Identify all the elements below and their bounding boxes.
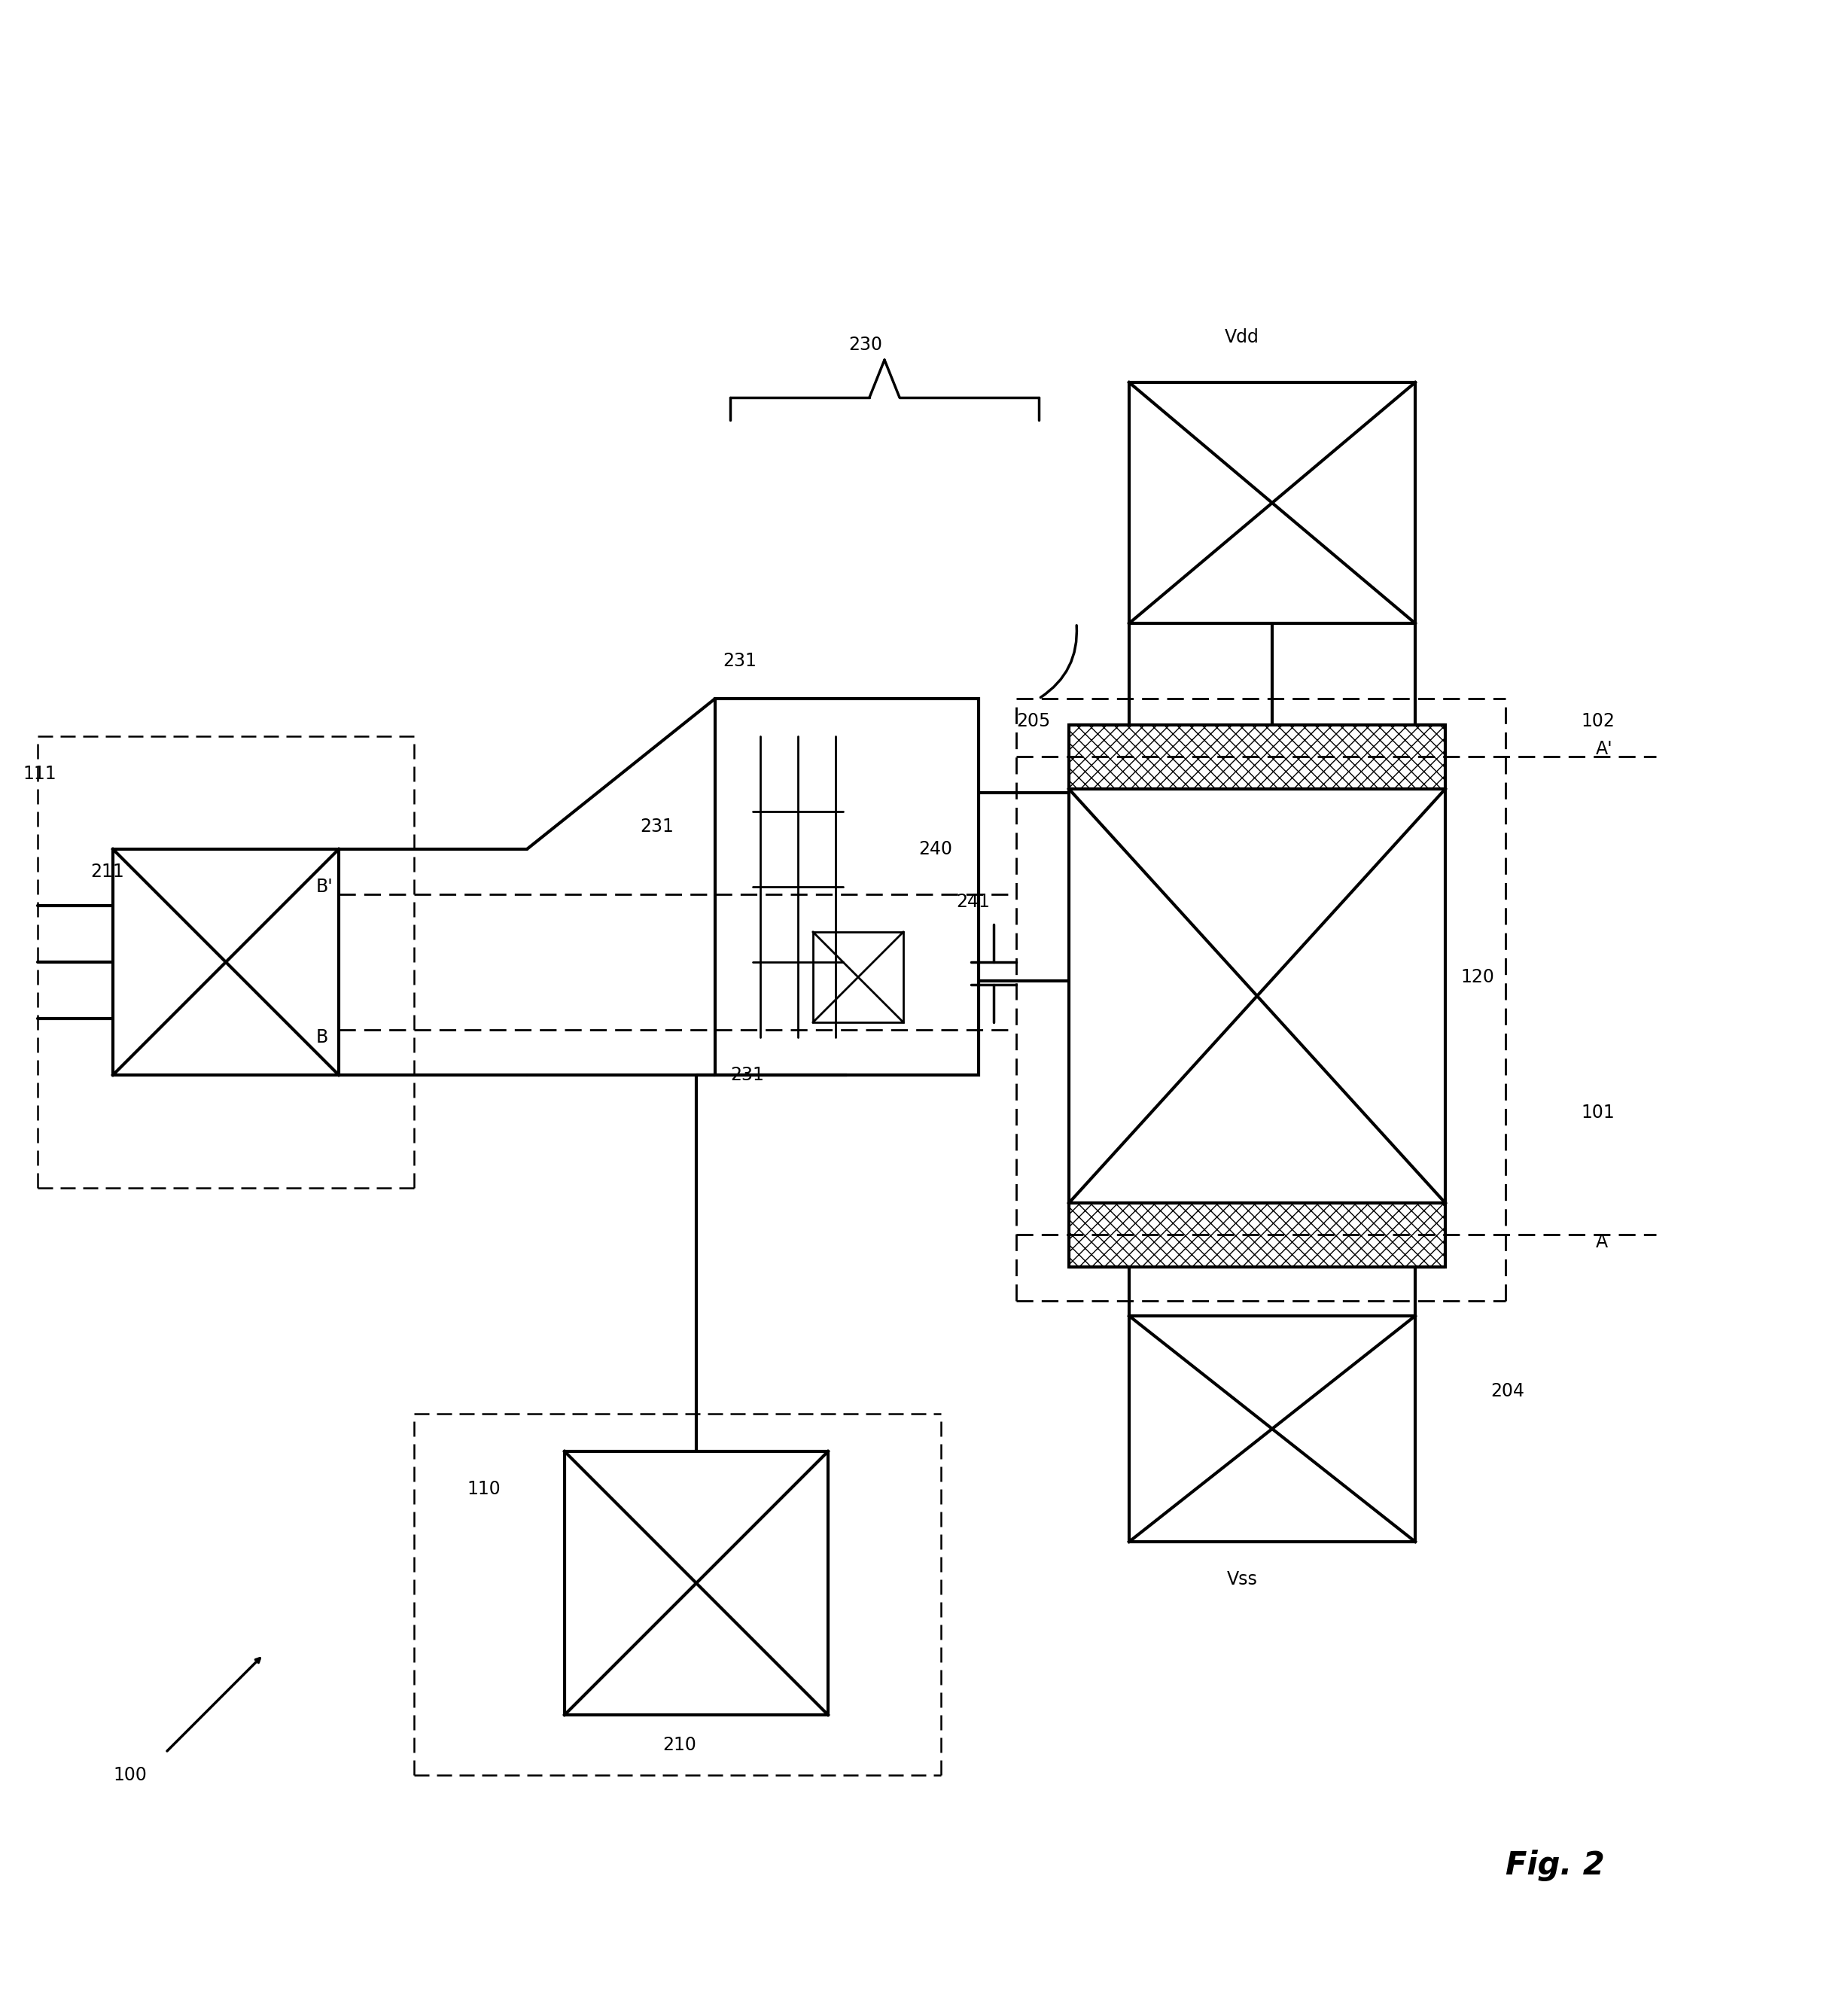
Bar bbox=[1129, 383, 1415, 623]
Text: 102: 102 bbox=[1580, 712, 1615, 730]
Text: Fig. 2: Fig. 2 bbox=[1505, 1849, 1604, 1881]
Text: B: B bbox=[317, 1028, 328, 1046]
Bar bbox=[1068, 788, 1446, 1204]
Text: 111: 111 bbox=[22, 764, 55, 782]
Text: 231: 231 bbox=[639, 818, 674, 835]
Text: 101: 101 bbox=[1580, 1103, 1614, 1121]
Text: Vdd: Vdd bbox=[1225, 329, 1260, 347]
Text: 240: 240 bbox=[919, 841, 952, 859]
Text: Vss: Vss bbox=[1227, 1570, 1258, 1589]
Text: B': B' bbox=[317, 877, 333, 895]
Text: A: A bbox=[1595, 1234, 1608, 1252]
Text: 211: 211 bbox=[90, 863, 123, 881]
Text: 231: 231 bbox=[722, 651, 757, 669]
Text: 100: 100 bbox=[112, 1766, 147, 1784]
Bar bbox=[1068, 726, 1446, 788]
Text: 205: 205 bbox=[1017, 712, 1050, 730]
Text: 110: 110 bbox=[466, 1480, 501, 1498]
Text: 241: 241 bbox=[956, 893, 989, 911]
Bar bbox=[812, 931, 903, 1022]
Bar bbox=[112, 849, 339, 1075]
Bar bbox=[715, 700, 978, 1075]
Text: 204: 204 bbox=[1490, 1383, 1525, 1401]
Text: 120: 120 bbox=[1461, 968, 1494, 986]
Text: 231: 231 bbox=[729, 1066, 764, 1085]
Bar bbox=[564, 1452, 829, 1716]
Text: 230: 230 bbox=[849, 337, 882, 355]
Bar bbox=[1129, 1316, 1415, 1542]
Bar bbox=[1068, 1204, 1446, 1266]
Text: 210: 210 bbox=[663, 1736, 696, 1754]
Text: A': A' bbox=[1595, 740, 1614, 758]
